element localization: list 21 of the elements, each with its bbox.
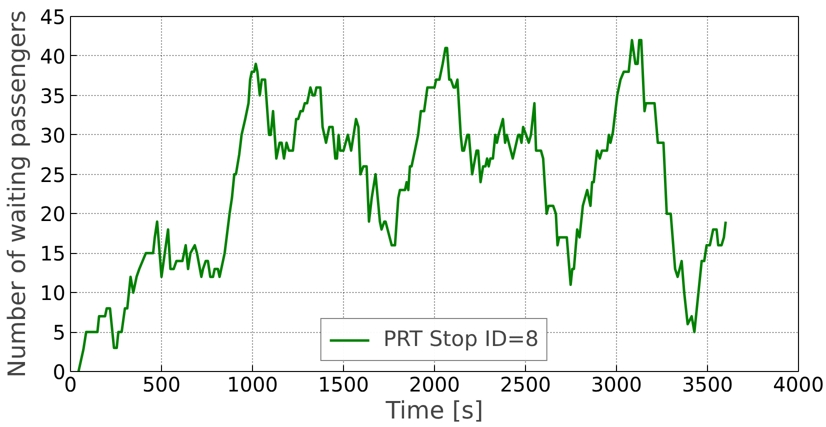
- x-tick-label: 2000: [409, 372, 460, 396]
- x-tick-label: 4000: [773, 372, 824, 396]
- x-tick-label: 1500: [318, 372, 369, 396]
- y-tick-label: 45: [40, 5, 66, 29]
- x-tick-label: 2500: [500, 372, 551, 396]
- x-tick-label: 1000: [227, 372, 278, 396]
- y-tick-label: 20: [40, 202, 66, 226]
- x-tick-label: 3500: [682, 372, 733, 396]
- x-tick-label: 500: [142, 372, 181, 396]
- y-tick-label: 10: [40, 281, 66, 306]
- y-tick-label: 30: [40, 123, 66, 148]
- x-axis-title: Time [s]: [384, 396, 484, 424]
- y-tick-label: 40: [40, 44, 66, 68]
- y-axis-title: Number of waiting passengers: [3, 10, 32, 378]
- y-tick-label: 35: [40, 84, 66, 108]
- y-tick-label: 25: [40, 162, 66, 187]
- y-tick-label: 5: [52, 320, 66, 345]
- y-tick-label: 15: [40, 242, 66, 266]
- line-series: [77, 38, 727, 372]
- legend-label: PRT Stop ID=8: [383, 327, 539, 352]
- x-tick-label: 3000: [591, 372, 642, 396]
